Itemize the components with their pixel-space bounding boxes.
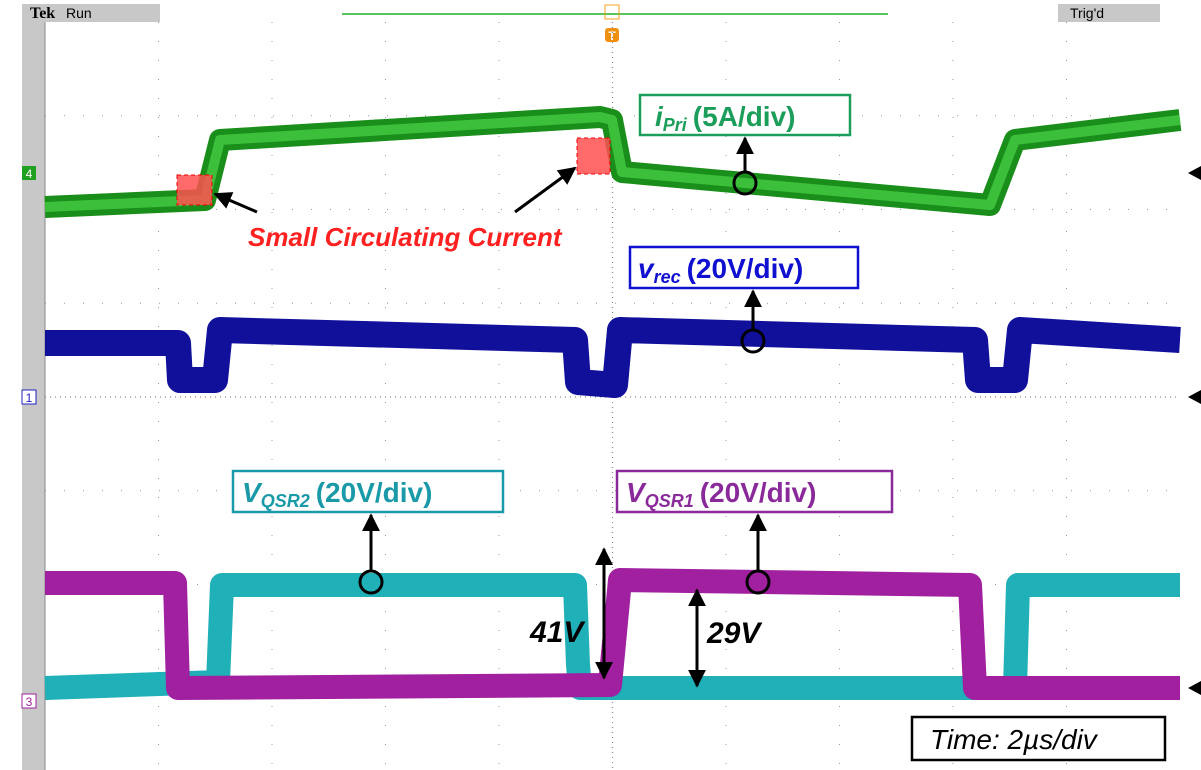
scope-screen: Tek Run Trig'd T 4 1 3 iPri(5A/div) vrec… — [0, 0, 1201, 770]
trigger-marker-label: T — [608, 29, 616, 43]
v29-annotation: 29V — [706, 617, 763, 650]
timebase-label: Time: 2µs/div — [930, 724, 1099, 755]
ch1-level — [1188, 390, 1201, 404]
ch4-level — [1188, 166, 1201, 180]
ch3-level — [1188, 681, 1201, 695]
trigger-box — [605, 5, 619, 19]
v-rec-trace — [45, 330, 1180, 385]
page: Tek Run Trig'd T 4 1 3 iPri(5A/div) vrec… — [0, 0, 1201, 770]
ch4-label: 4 — [26, 167, 33, 181]
ch1-label: 1 — [26, 391, 33, 405]
pointer — [515, 168, 575, 212]
v41-annotation: 41V — [529, 616, 586, 649]
circulating-highlight — [177, 175, 212, 205]
pointers — [215, 138, 769, 686]
circulating-highlight — [577, 138, 610, 174]
brand: Tek — [30, 5, 55, 22]
circulating-annotation: Small Circulating Current — [248, 222, 563, 252]
run-status: Run — [66, 5, 92, 21]
trigger-status: Trig'd — [1070, 5, 1104, 21]
ch3-label: 3 — [26, 695, 33, 709]
